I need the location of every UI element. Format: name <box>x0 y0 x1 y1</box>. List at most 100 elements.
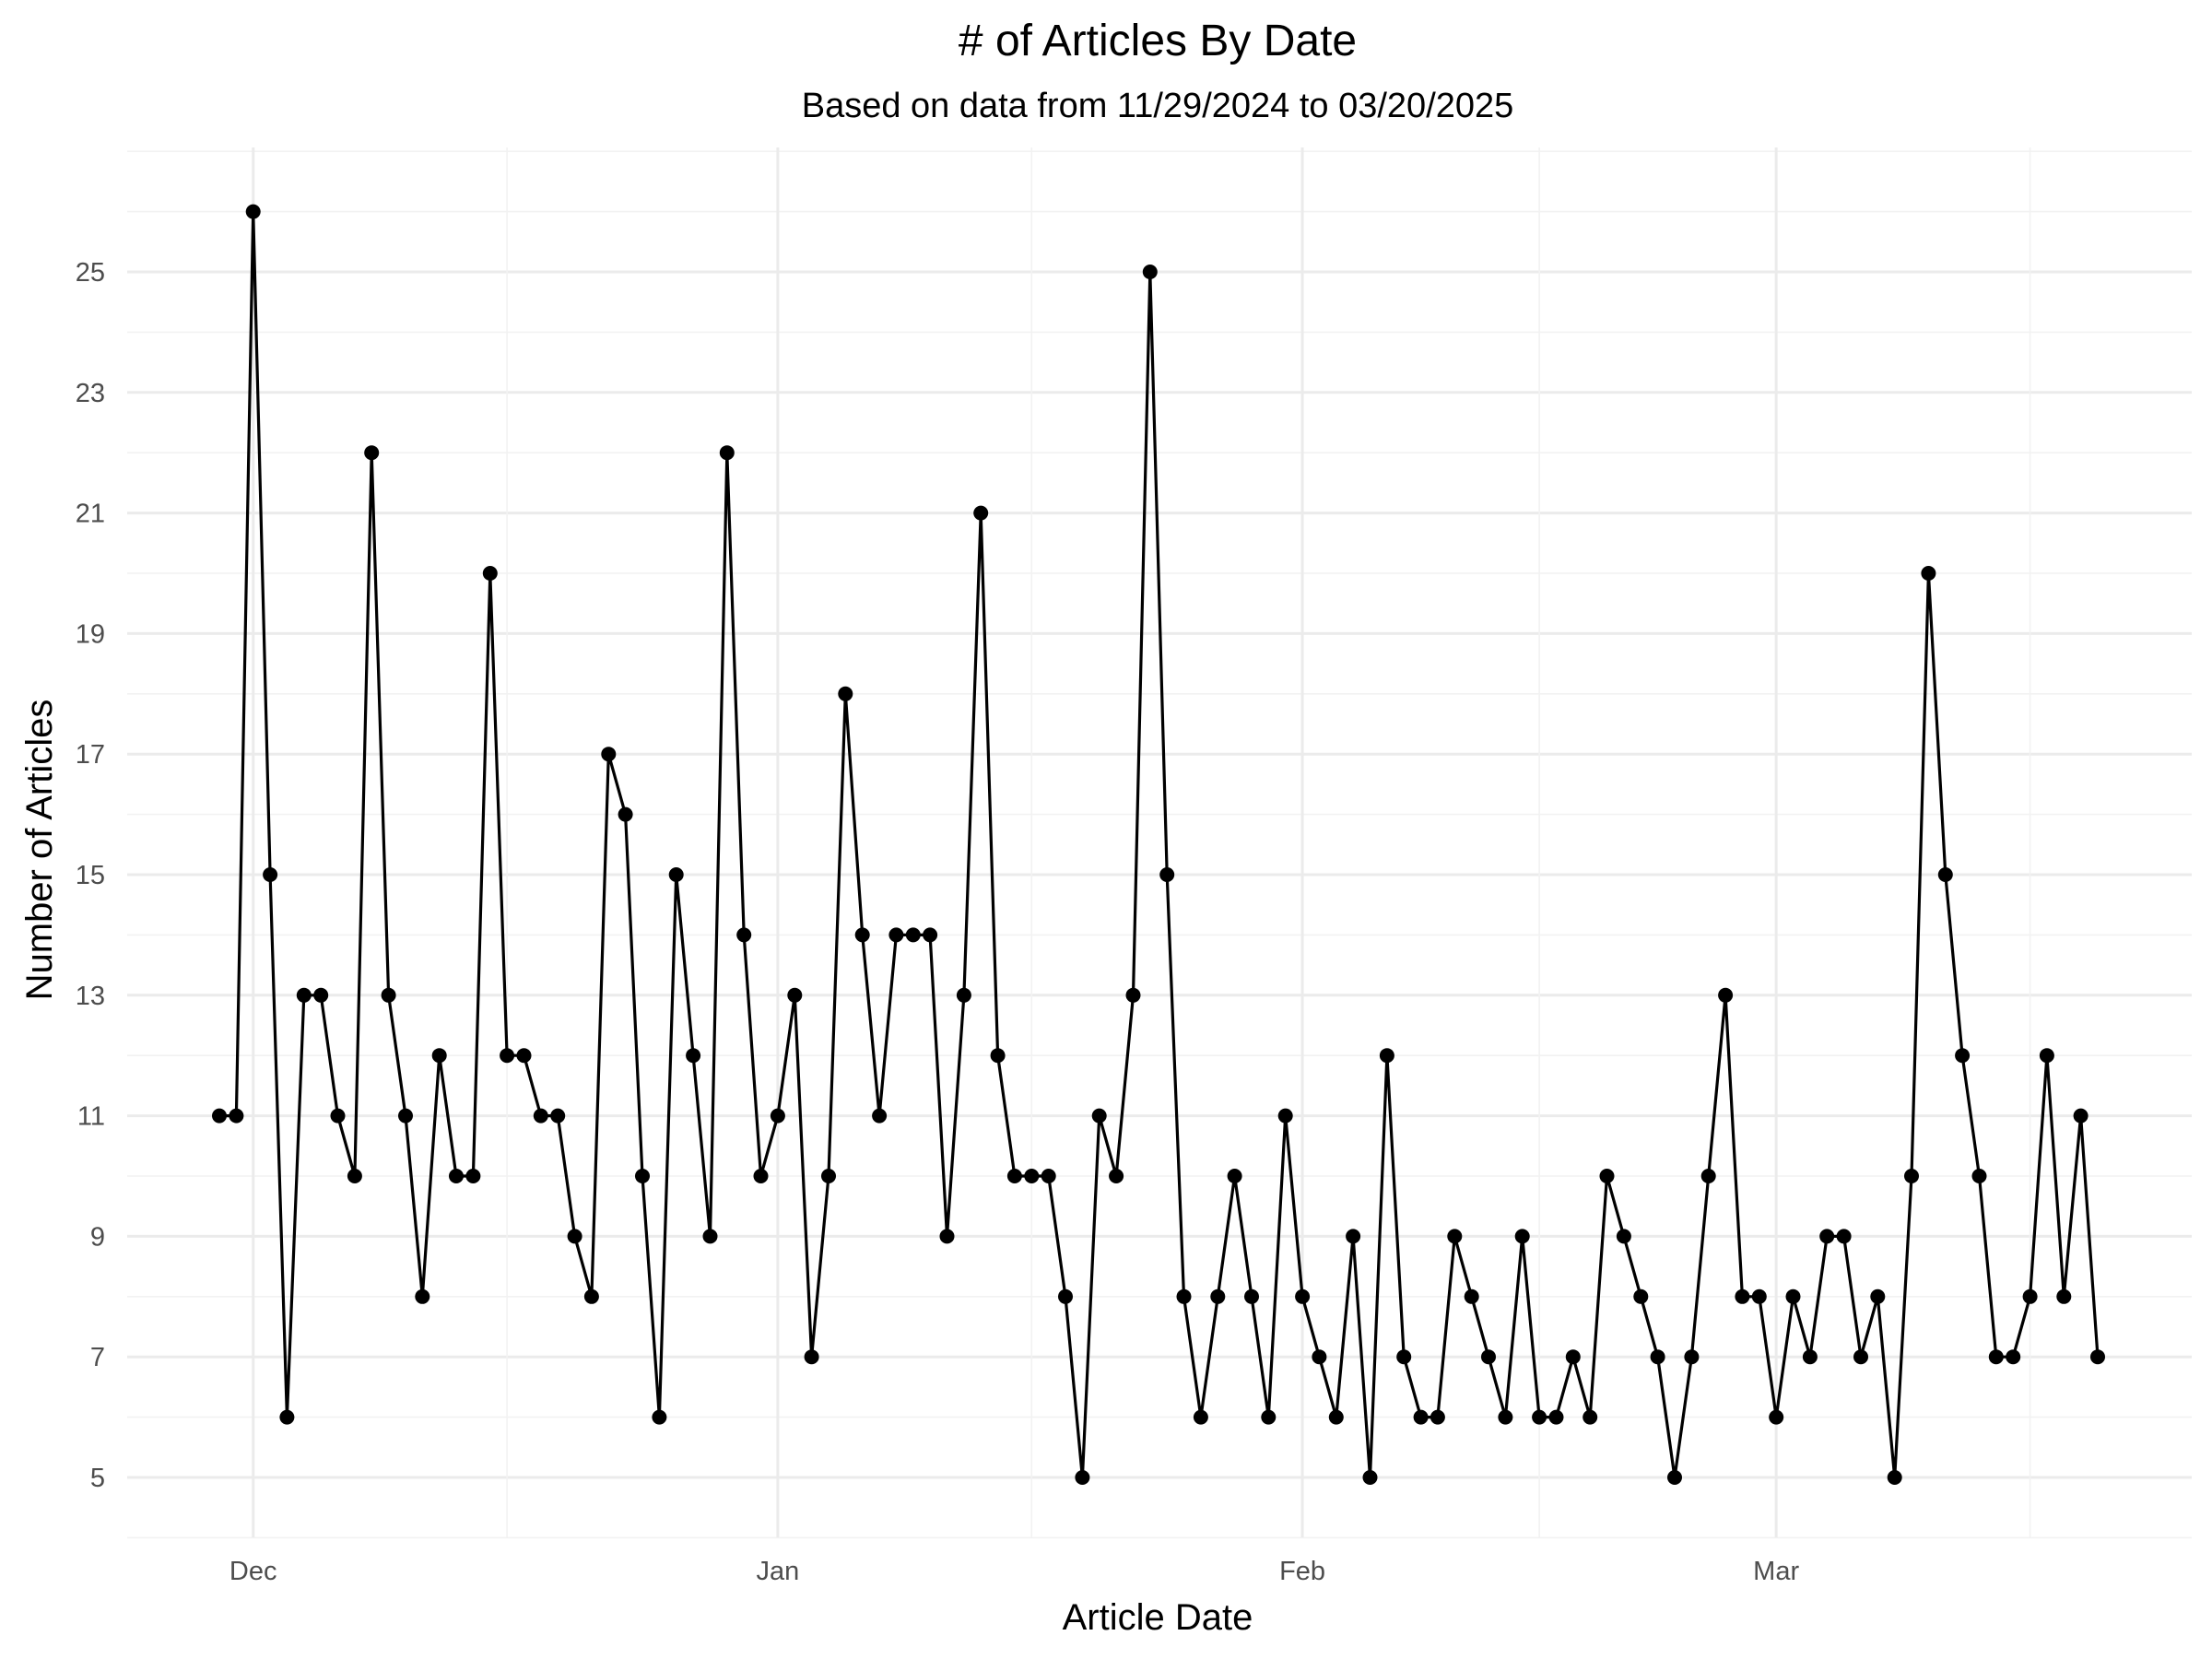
data-point <box>245 204 261 219</box>
data-point <box>770 1108 785 1124</box>
data-point <box>1396 1349 1412 1365</box>
data-point <box>2022 1288 2038 1304</box>
data-point <box>1735 1288 1750 1304</box>
data-point <box>516 1048 532 1064</box>
y-tick-label: 19 <box>76 619 105 649</box>
data-point <box>1481 1349 1496 1365</box>
data-point <box>567 1229 582 1244</box>
data-point <box>1583 1409 1598 1425</box>
data-point <box>1514 1229 1530 1244</box>
data-point <box>1684 1349 1700 1365</box>
data-point <box>1751 1288 1767 1304</box>
data-point <box>753 1169 769 1183</box>
data-point <box>533 1108 548 1124</box>
data-point <box>550 1108 566 1124</box>
data-point <box>1971 1169 1987 1183</box>
data-point <box>872 1108 888 1124</box>
data-point <box>1447 1229 1463 1244</box>
data-point <box>1058 1288 1073 1304</box>
y-tick-label: 13 <box>76 982 105 1011</box>
data-point <box>1785 1288 1801 1304</box>
x-tick-label: Mar <box>1753 1557 1799 1586</box>
y-tick-label: 15 <box>76 861 105 890</box>
y-axis-title: Number of Articles <box>19 700 60 1001</box>
data-point <box>923 927 938 943</box>
data-point <box>1091 1108 1107 1124</box>
x-axis-title: Article Date <box>1063 1597 1253 1638</box>
data-point <box>1312 1349 1327 1365</box>
series-line <box>219 210 2100 1479</box>
data-point <box>347 1169 362 1183</box>
data-point <box>905 927 921 943</box>
data-point <box>990 1048 1006 1064</box>
data-point <box>263 867 278 882</box>
data-point <box>787 987 803 1003</box>
data-point <box>1464 1288 1479 1304</box>
data-point <box>686 1048 701 1064</box>
data-point <box>956 987 971 1003</box>
gridlines <box>127 147 2192 1539</box>
y-tick-label: 25 <box>76 258 105 288</box>
data-point <box>1498 1409 1513 1425</box>
data-point <box>804 1349 819 1365</box>
data-point <box>1955 1048 1971 1064</box>
data-point <box>296 987 312 1003</box>
data-point <box>1921 566 1936 581</box>
data-point <box>1024 1169 1040 1183</box>
data-point <box>2056 1288 2072 1304</box>
data-point <box>1802 1349 1818 1365</box>
data-point <box>719 445 735 461</box>
data-point <box>1006 1169 1022 1183</box>
data-point <box>736 927 752 943</box>
data-point <box>1328 1409 1344 1425</box>
data-point <box>1718 987 1734 1003</box>
data-point <box>1075 1470 1090 1485</box>
x-tick-label: Dec <box>229 1557 277 1586</box>
data-point <box>330 1108 346 1124</box>
data-point <box>635 1169 650 1183</box>
data-point <box>279 1409 295 1425</box>
data-point <box>1853 1349 1868 1365</box>
chart-title: # of Articles By Date <box>959 17 1357 65</box>
data-point <box>229 1108 244 1124</box>
data-point <box>1261 1409 1277 1425</box>
data-point <box>1142 265 1158 279</box>
data-point <box>1904 1169 1919 1183</box>
data-point <box>854 927 870 943</box>
data-point <box>364 445 380 461</box>
data-point <box>2006 1349 2021 1365</box>
data-point <box>465 1169 481 1183</box>
data-point <box>1244 1288 1259 1304</box>
data-point <box>500 1048 515 1064</box>
data-point <box>1413 1409 1429 1425</box>
axis-ticks: Dec Jan Feb Mar 5 7 9 11 13 15 17 19 21 23 25 <box>76 258 1800 1586</box>
data-point <box>821 1169 836 1183</box>
y-tick-label: 21 <box>76 500 105 529</box>
data-point <box>652 1409 667 1425</box>
data-point <box>1836 1229 1852 1244</box>
data-point <box>1937 867 1953 882</box>
data-point <box>1616 1229 1631 1244</box>
data-point <box>1650 1349 1665 1365</box>
chart-subtitle: Based on data from 11/29/2024 to 03/20/2… <box>802 87 1514 125</box>
y-tick-label: 11 <box>77 1102 105 1132</box>
data-point <box>601 747 617 762</box>
data-point <box>1210 1288 1226 1304</box>
data-point <box>1193 1409 1208 1425</box>
data-point <box>1870 1288 1886 1304</box>
data-point <box>1819 1229 1835 1244</box>
data-point <box>838 686 853 701</box>
data-point <box>1667 1470 1682 1485</box>
data-point <box>583 1288 599 1304</box>
data-point <box>1176 1288 1192 1304</box>
data-point <box>1633 1288 1649 1304</box>
data-point <box>1346 1229 1361 1244</box>
data-point <box>1227 1169 1242 1183</box>
y-tick-label: 17 <box>76 740 105 770</box>
x-tick-label: Jan <box>757 1557 800 1586</box>
data-point <box>1532 1409 1547 1425</box>
data-point <box>668 867 684 882</box>
data-point <box>1599 1169 1615 1183</box>
data-point <box>1887 1470 1902 1485</box>
